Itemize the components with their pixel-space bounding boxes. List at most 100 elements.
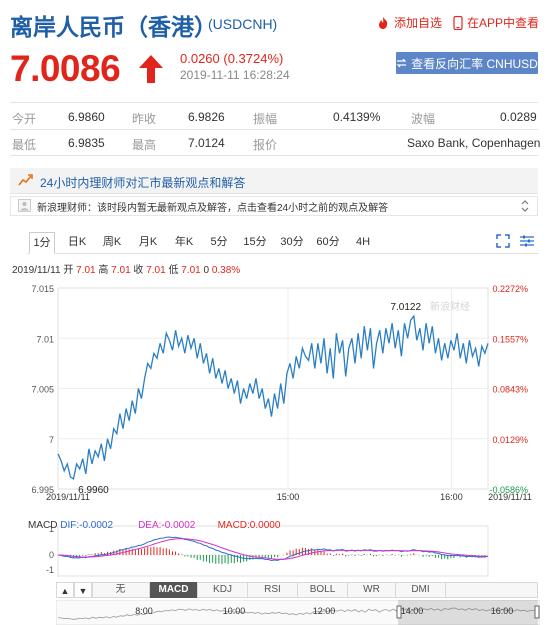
open-in-app-label: 在APP中查看 (467, 16, 540, 30)
stat-value-open: 6.9860 (68, 110, 105, 124)
tab-day-k[interactable]: 日K (67, 236, 87, 248)
x-axis-labels: 2019/11/11 15:00 16:00 2019/11/11 (46, 492, 532, 502)
stat-value-range: 0.0289 (500, 110, 537, 124)
y-tick-label: 7 (49, 435, 54, 445)
navigator-handle-left[interactable] (396, 605, 402, 619)
macd-y-tick-label: 1 (49, 524, 54, 534)
swap-icon (396, 58, 407, 68)
time-navigator[interactable]: 8:00 10:00 12:00 14:00 16:00 (56, 600, 540, 625)
pct-tick-label: 0.2272% (492, 284, 528, 294)
ohlc-pct: 0.38% (211, 265, 241, 276)
scroll-down-button[interactable]: ▼ (74, 582, 92, 598)
news-title[interactable]: 24小时内理财师对汇市最新观点和解答 (40, 176, 246, 190)
scroll-left-button[interactable]: ▲ (56, 582, 74, 598)
macd-chart: 1 0 -1 (46, 524, 489, 577)
price-change: 0.0260 (0.3724%) (180, 51, 284, 66)
divider (10, 129, 538, 130)
ohlc-low-label: 低 (168, 265, 179, 276)
macd-y-tick-label: -1 (46, 565, 54, 575)
macd-dif-value: -0.0002 (79, 520, 114, 531)
indicator-wr[interactable]: WR (348, 582, 396, 598)
x-tick-label: 2019/11/11 (46, 492, 90, 502)
macd-dif-label: DIF: (60, 520, 80, 531)
chart-period-tabs (27, 230, 539, 254)
indicator-macd[interactable]: MACD (150, 582, 198, 598)
ohlc-open: 7.01 (76, 265, 96, 276)
indicator-rsi[interactable]: RSI (248, 582, 298, 598)
indicator-boll[interactable]: BOLL (298, 582, 348, 598)
indicator-none[interactable]: 无 (92, 582, 150, 598)
stat-value-quote-source: Saxo Bank, Copenhagen (407, 136, 541, 150)
phone-icon (453, 15, 463, 30)
navigator-handle-right[interactable] (534, 605, 540, 619)
navigator-tick-label: 16:00 (491, 606, 514, 616)
avatar-icon (18, 199, 31, 212)
tab-month-k[interactable]: 月K (138, 236, 158, 248)
stat-label-prev-close: 昨收 (132, 112, 157, 126)
stat-label-range: 波幅 (411, 112, 436, 126)
x-tick-label: 16:00 (440, 492, 463, 502)
tab-60min[interactable]: 60分 (316, 236, 340, 248)
tab-5min[interactable]: 5分 (210, 236, 228, 248)
macd-dea-value: -0.0002 (161, 520, 196, 531)
price-series-line (57, 314, 489, 480)
fullscreen-icon[interactable] (496, 234, 510, 248)
chart-watermark: 新浪财经 (430, 300, 470, 313)
x-tick-label: 2019/11/11 (488, 492, 532, 502)
price-chart[interactable]: 7.015 7.01 7.005 7 6.995 0.2272% 0.1557% 0.084… (0, 276, 550, 581)
tab-15min[interactable]: 15分 (243, 236, 267, 248)
add-watchlist-button[interactable]: 添加自选 (376, 14, 442, 31)
news-item[interactable] (10, 196, 538, 216)
macd-y-tick-label: 0 (49, 550, 54, 560)
tab-week-k[interactable]: 周K (102, 236, 122, 248)
macd-dea-label: DEA: (138, 520, 162, 531)
ohlc-high-label: 高 (98, 265, 109, 276)
chart-grid (57, 287, 489, 490)
open-in-app-button[interactable]: 在APP中查看 (453, 14, 539, 31)
current-price: 7.0086 (10, 48, 121, 89)
macd-legend: MACD DIF:-0.0002 DEA:-0.0002 MACD:0.0000 (28, 520, 280, 531)
reverse-rate-label: 查看反向汇率 CNHUSD (411, 56, 538, 71)
quote-time: 2019-11-11 16:28:24 (180, 68, 290, 82)
trend-icon (18, 174, 33, 186)
ohlc-low: 7.01 (181, 265, 201, 276)
navigator-selection[interactable] (398, 600, 538, 625)
macd-dif-line (57, 536, 489, 562)
price-annotation-label: 6.9960 (78, 485, 109, 496)
stat-label-quote-source: 报价 (253, 138, 278, 152)
add-watchlist-label: 添加自选 (394, 16, 443, 30)
ohlc-close: 7.01 (146, 265, 166, 276)
settings-sliders-icon[interactable] (520, 235, 534, 247)
pct-tick-label: 0.0843% (492, 385, 528, 395)
ohlc-summary: 2019/11/11 开 7.01 高 7.01 收 7.01 低 7.01 0… (12, 261, 240, 276)
ohlc-volume: 0 (203, 265, 210, 276)
y-tick-label: 6.995 (31, 485, 54, 495)
news-header (10, 168, 538, 194)
navigator-labels: 8:00 10:00 12:00 14:00 16:00 (135, 606, 513, 616)
navigator-tick-label: 10:00 (223, 606, 246, 616)
y-tick-label: 7.005 (31, 385, 54, 395)
navigator-series (57, 607, 539, 620)
ohlc-high: 7.01 (111, 265, 131, 276)
price-annotation-label: 7.0122 (390, 302, 421, 313)
news-item-text: 新浪理财师：该时段内暂无最新观点及解答，点击查看24小时之前的观点及解答 (37, 203, 389, 214)
tab-4h[interactable]: 4H (355, 236, 371, 248)
pct-tick-label: -0.0586% (489, 485, 528, 495)
divider (10, 102, 538, 103)
macd-dea-line (57, 538, 488, 560)
reverse-rate-button[interactable]: 查看反向汇率 CNHUSD (396, 52, 538, 74)
ohlc-close-label: 收 (133, 265, 144, 276)
indicator-kdj[interactable]: KDJ (198, 582, 248, 598)
tab-1min[interactable]: 1分 (29, 232, 55, 254)
pct-tick-label: 0.0129% (492, 435, 528, 445)
indicator-dmi[interactable]: DMI (396, 582, 446, 598)
macd-title: MACD (28, 520, 58, 531)
ohlc-date: 2019/11/11 (12, 265, 61, 276)
ohlc-open-label: 开 (63, 265, 74, 276)
tab-year-k[interactable]: 年K (174, 236, 194, 248)
stat-label-open: 今开 (12, 112, 37, 126)
chart-annotations: 7.0122 6.9960 (78, 302, 421, 496)
tab-30min[interactable]: 30分 (280, 236, 304, 248)
scroll-arrows-icon[interactable] (520, 198, 530, 214)
page-title: 离岸人民币（香港） (10, 14, 217, 40)
